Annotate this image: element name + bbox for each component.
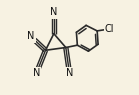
Text: N: N: [66, 68, 73, 78]
Text: N: N: [33, 68, 40, 78]
Text: N: N: [27, 31, 34, 41]
Text: N: N: [50, 7, 58, 17]
Text: Cl: Cl: [105, 24, 114, 34]
